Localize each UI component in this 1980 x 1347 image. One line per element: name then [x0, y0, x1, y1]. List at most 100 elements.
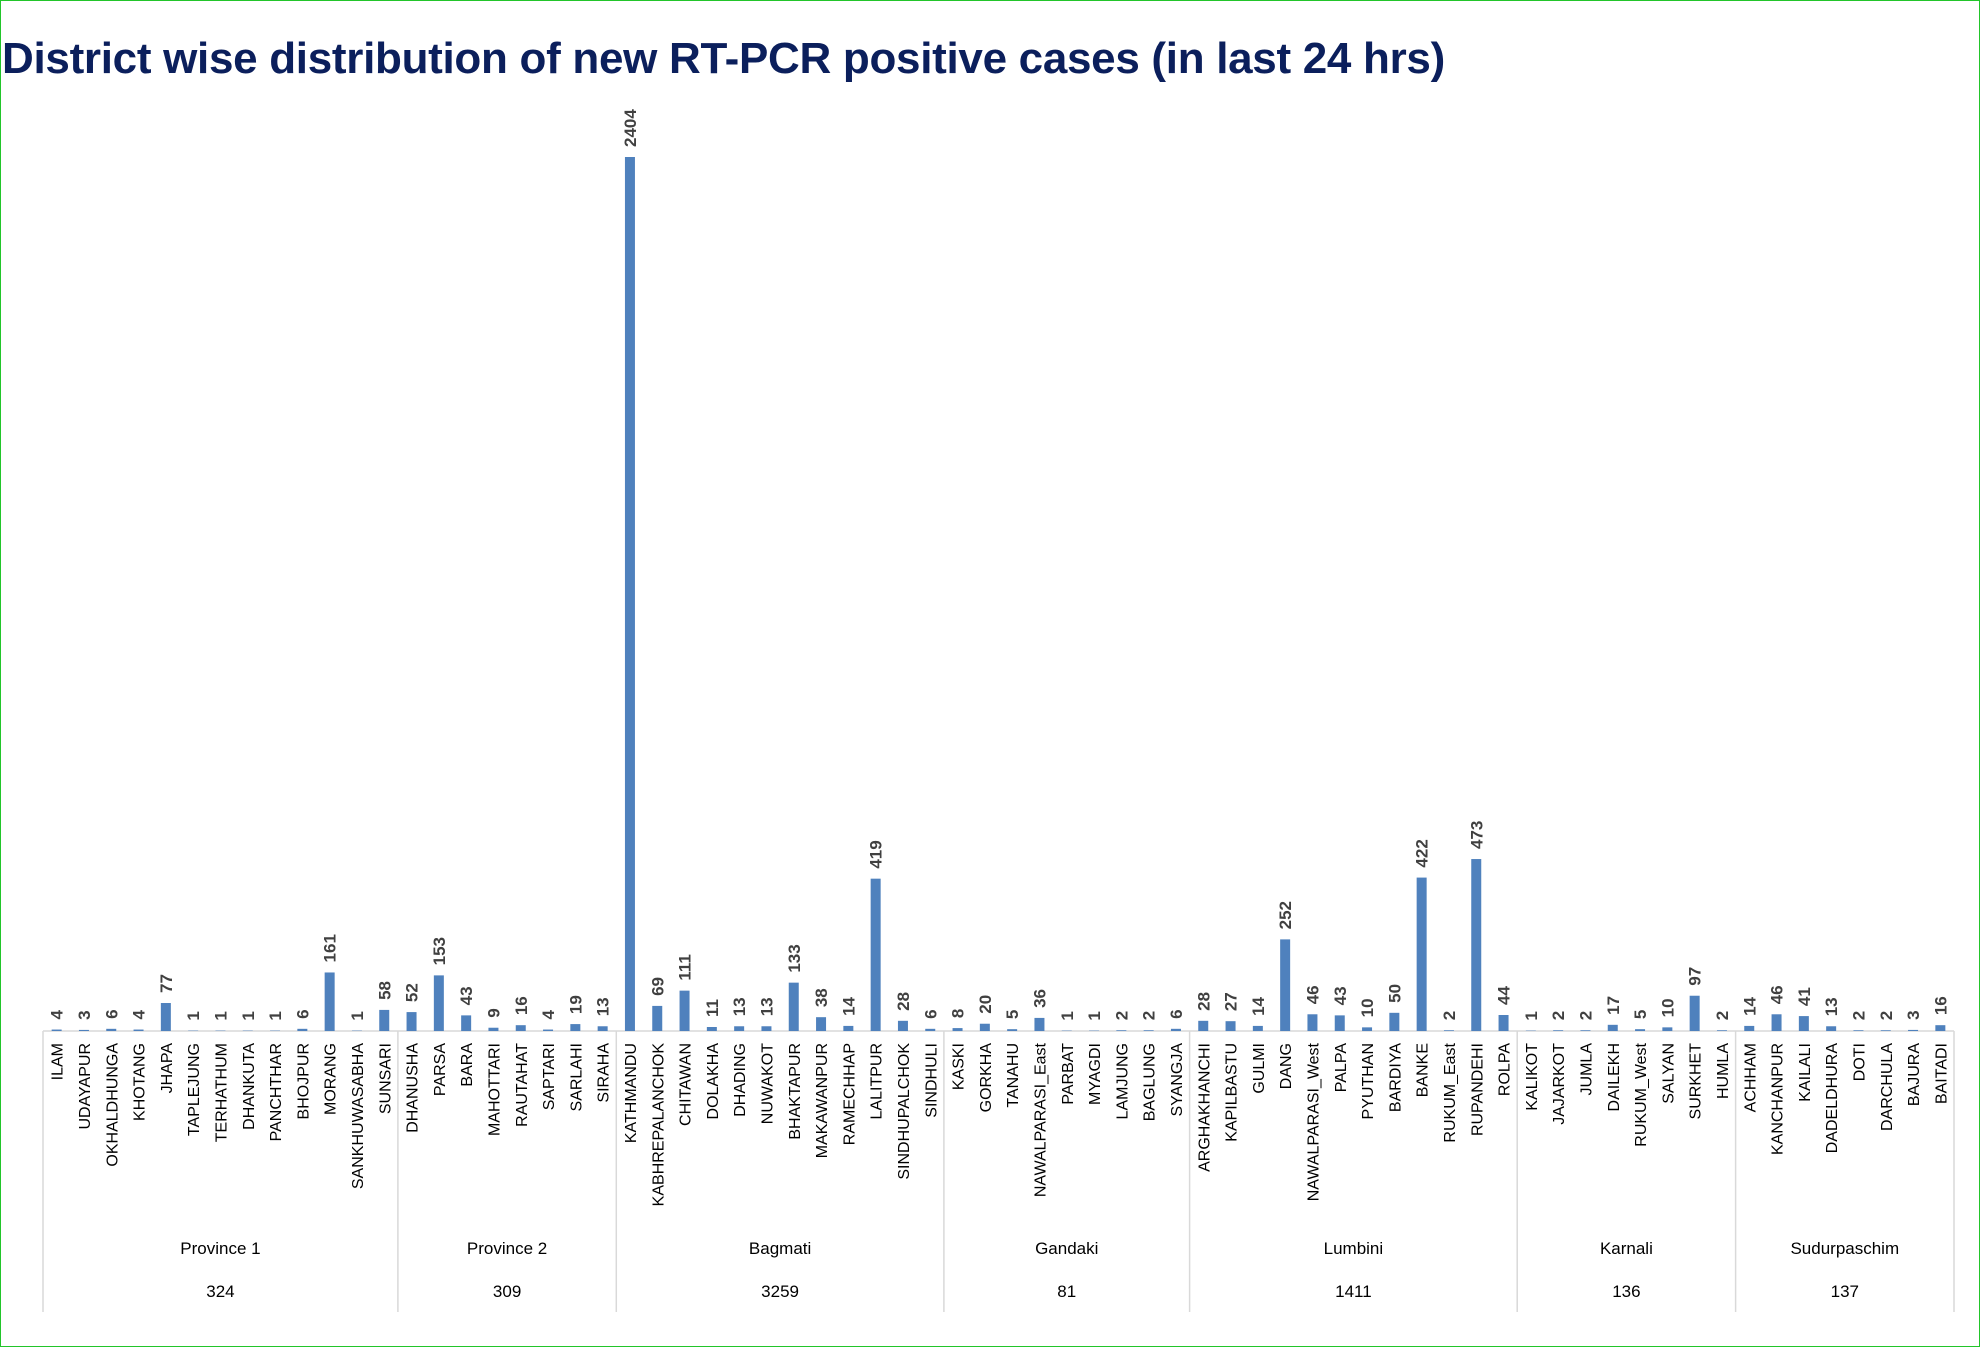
bar-value-label: 13 [757, 997, 776, 1016]
bar-value-label: 43 [457, 986, 476, 1005]
province-label: Karnali [1600, 1239, 1653, 1258]
category-tick-label: JUMLA [1578, 1043, 1595, 1096]
bar [406, 1012, 417, 1031]
province-label: Gandaki [1035, 1239, 1098, 1258]
category-tick-label: BHOJPUR [295, 1043, 312, 1119]
category-tick-label: NAWALPARASI_West [1305, 1042, 1322, 1201]
bar-value-label: 38 [812, 988, 831, 1007]
bar [706, 1027, 717, 1031]
bar-value-label: 28 [1194, 992, 1213, 1011]
bar-value-label: 41 [1795, 987, 1814, 1006]
category-tick-label: DOLAKHA [705, 1043, 722, 1120]
bar [1252, 1025, 1263, 1031]
bar [952, 1028, 963, 1031]
category-tick-label: SAPTARI [541, 1043, 558, 1110]
category-tick-label: ACHHAM [1742, 1043, 1759, 1112]
category-tick-label: MAHOTTARI [486, 1043, 503, 1136]
category-tick-label: SIRAHA [596, 1043, 613, 1103]
bar-value-label: 1 [1085, 1011, 1104, 1020]
category-tick-label: DAILEKH [1606, 1043, 1623, 1111]
category-tick-label: TANAHU [1005, 1043, 1022, 1108]
category-tick-label: GORKHA [978, 1043, 995, 1113]
bar-value-label: 419 [867, 840, 886, 868]
bar-value-label: 1 [266, 1011, 285, 1020]
bar [78, 1029, 89, 1031]
bar [734, 1026, 745, 1031]
chart-title: District wise distribution of new RT-PCR… [2, 34, 1445, 83]
bar [1143, 1030, 1154, 1031]
bar-value-label: 77 [157, 974, 176, 993]
bar-value-label: 14 [1740, 996, 1759, 1015]
bar [652, 1005, 663, 1031]
bar-value-label: 1 [348, 1011, 367, 1020]
bar [379, 1009, 390, 1031]
bar [324, 972, 335, 1031]
bar-value-label: 52 [403, 983, 422, 1002]
category-tick-label: RUKUM_East [1442, 1042, 1459, 1142]
bar-value-label: 5 [1631, 1010, 1650, 1019]
bar-value-label: 6 [1167, 1009, 1186, 1018]
bar [106, 1028, 117, 1031]
bar [1498, 1015, 1509, 1031]
province-label: Bagmati [749, 1239, 811, 1258]
category-tick-label: TERHATHUM [213, 1043, 230, 1142]
bar [1689, 995, 1700, 1031]
bar-value-label: 6 [102, 1009, 121, 1018]
category-tick-label: OKHALDHUNGA [104, 1043, 121, 1167]
category-tick-label: SURKHET [1688, 1043, 1705, 1120]
bar [1798, 1016, 1809, 1031]
bar [51, 1029, 62, 1031]
province-label: Province 1 [180, 1239, 260, 1258]
bar [1307, 1014, 1318, 1031]
bar-value-label: 1 [184, 1011, 203, 1020]
category-tick-label: TAPLEJUNG [186, 1043, 203, 1136]
province-total-label: 324 [206, 1282, 234, 1301]
bar [1935, 1025, 1946, 1031]
bar-value-label: 252 [1276, 901, 1295, 929]
bar-value-label: 50 [1385, 984, 1404, 1003]
bar-value-label: 2 [1713, 1011, 1732, 1020]
category-tick-label: NUWAKOT [759, 1043, 776, 1124]
bar [1662, 1027, 1673, 1031]
category-tick-label: BAJURA [1906, 1043, 1923, 1106]
province-total-label: 81 [1057, 1282, 1076, 1301]
bar [1826, 1026, 1837, 1031]
category-tick-label: BAGLUNG [1142, 1043, 1159, 1121]
category-tick-label: BANKE [1415, 1043, 1432, 1097]
bar-value-label: 10 [1658, 998, 1677, 1017]
bar-value-label: 6 [921, 1009, 940, 1018]
category-tick-label: KABHREPALANCHOK [650, 1043, 667, 1207]
bar [979, 1023, 990, 1031]
bar-value-label: 14 [1249, 996, 1268, 1015]
bar-value-label: 6 [293, 1009, 312, 1018]
category-tick-label: ARGHAKHANCHI [1196, 1043, 1213, 1172]
province-total-label: 1411 [1335, 1282, 1372, 1301]
bar-value-label: 13 [594, 997, 613, 1016]
bar-value-label: 2 [1877, 1011, 1896, 1020]
bar [1443, 1030, 1454, 1031]
bar-value-label: 2 [1140, 1011, 1159, 1020]
category-tick-label: DADELDHURA [1824, 1043, 1841, 1154]
bar-value-label: 11 [703, 999, 722, 1017]
bar [1170, 1028, 1181, 1031]
bar [897, 1020, 908, 1031]
category-tick-label: KAPILBASTU [1224, 1043, 1241, 1142]
bar-value-label: 36 [1030, 989, 1049, 1008]
bar-value-label: 2 [1549, 1011, 1568, 1020]
category-tick-label: DHANKUTA [241, 1043, 258, 1130]
category-tick-label: KALIKOT [1524, 1043, 1541, 1111]
bar [1716, 1030, 1727, 1031]
category-tick-label: DARCHULA [1879, 1043, 1896, 1131]
bar [1607, 1024, 1618, 1031]
bar-value-label: 1 [1522, 1011, 1541, 1020]
bar [679, 990, 690, 1031]
bar-value-label: 133 [785, 944, 804, 972]
category-tick-label: SINDHUPALCHOK [896, 1043, 913, 1180]
category-tick-label: UDAYAPUR [77, 1043, 94, 1130]
bar [1880, 1030, 1891, 1031]
bar [1116, 1030, 1127, 1031]
category-tick-label: DANG [1278, 1043, 1295, 1089]
bar [1744, 1025, 1755, 1031]
bar-value-label: 4 [48, 1010, 67, 1020]
